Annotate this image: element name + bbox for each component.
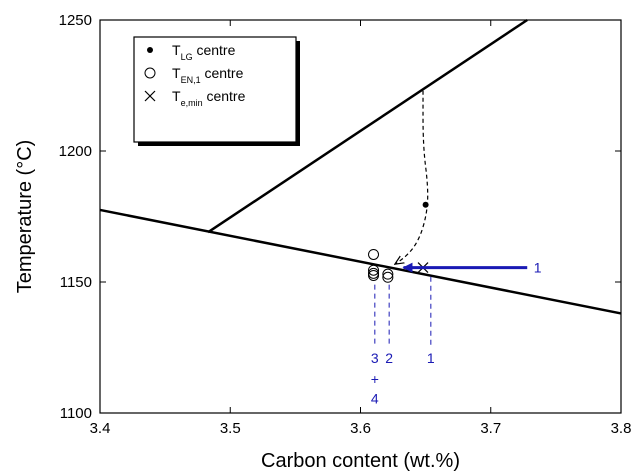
legend-circle-marker	[144, 67, 156, 79]
annotation-label: +	[371, 371, 379, 387]
ten-point	[368, 248, 380, 260]
ten-point	[368, 269, 380, 281]
legend-label: TEN,1 centre	[172, 65, 244, 85]
cooling-path	[396, 90, 429, 264]
annotation-label: 2	[385, 350, 393, 366]
y-tick-label: 1250	[59, 12, 92, 29]
y-tick-label: 1100	[60, 405, 92, 422]
annotation-label: 3	[371, 350, 379, 366]
legend-cross-marker	[144, 90, 156, 102]
axis-ticks: 3.4 3.5 3.6 3.7 3.8 1100 1150 1200 1250	[59, 12, 632, 437]
ten-point	[382, 268, 394, 280]
x-tick-label: 3.5	[220, 420, 241, 437]
cooling-path-curve	[396, 90, 429, 264]
data-points	[368, 201, 429, 283]
x-tick-label: 3.4	[90, 420, 111, 437]
arrow-annotation: 1	[402, 260, 542, 276]
legend-box	[133, 36, 297, 143]
x-tick-label: 3.6	[350, 420, 371, 437]
liquidus-line	[207, 18, 528, 234]
annotation-label: 1	[427, 350, 435, 366]
x-tick-label: 3.8	[611, 420, 632, 437]
eutectic-line	[99, 208, 622, 315]
plot-frame	[99, 19, 622, 414]
ten-point	[382, 271, 394, 283]
annotations: 3 2 1 +4	[371, 350, 435, 407]
legend-label: Te,min centre	[172, 88, 246, 108]
ten-point	[368, 264, 380, 276]
arrow-label: 1	[534, 260, 542, 276]
x-axis-title: Carbon content (wt.%)	[261, 450, 460, 472]
y-tick-label: 1150	[60, 274, 92, 291]
y-tick-label: 1200	[59, 143, 92, 160]
vertical-guides	[374, 276, 432, 348]
phase-boundary-lines	[99, 18, 622, 315]
y-axis-title: Temperature (°C)	[14, 140, 36, 294]
legend-label: TLG centre	[172, 42, 236, 62]
x-tick-label: 3.7	[480, 420, 501, 437]
legend: TLG centre TEN,1 centre Te,min centre	[133, 36, 300, 146]
annotation-label: 4	[371, 391, 379, 407]
legend-cross-stroke	[144, 90, 156, 102]
legend-dot-marker	[147, 47, 153, 53]
tlg-point	[422, 201, 429, 208]
